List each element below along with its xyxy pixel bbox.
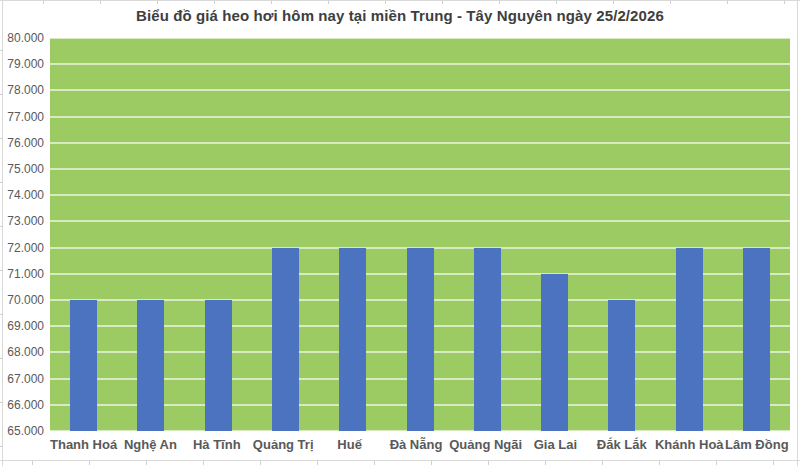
sheet-cell-tick: [271, 1, 272, 4]
sheet-gridline: [0, 460, 800, 461]
sheet-cell-tick: [545, 461, 546, 465]
sheet-cell-tick: [659, 461, 660, 465]
bar-5: [407, 248, 434, 431]
sheet-cell-tick: [374, 461, 375, 465]
bar-10: [743, 248, 770, 431]
y-tick-label: 74.000: [7, 188, 44, 202]
gridline: [50, 142, 790, 144]
plot-area: [50, 38, 790, 431]
sheet-cell-tick: [499, 1, 500, 4]
chart-title: Biểu đồ giá heo hơi hôm nay tại miền Tru…: [0, 7, 800, 24]
bar-9: [676, 248, 703, 431]
x-category-label: Đắk Lắk: [589, 437, 655, 452]
y-tick-label: 72.000: [7, 241, 44, 255]
sheet-cell-tick: [203, 461, 204, 465]
sheet-cell-tick: [0, 138, 3, 139]
sheet-cell-tick: [0, 182, 3, 183]
gridline: [50, 116, 790, 118]
bar-7: [541, 274, 568, 431]
y-tick-label: 73.000: [7, 214, 44, 228]
bar-6: [474, 248, 501, 431]
x-category-label: Huế: [316, 437, 382, 452]
x-category-label: Nghệ An: [117, 437, 183, 452]
sheet-cell-tick: [773, 461, 774, 465]
bar-1: [137, 300, 164, 431]
sheet-cell-tick: [0, 358, 3, 359]
sheet-cell-tick: [100, 1, 101, 4]
gridline: [50, 63, 790, 65]
gridline: [50, 194, 790, 196]
sheet-cell-tick: [670, 1, 671, 4]
sheet-cell-tick: [556, 1, 557, 4]
bar-0: [70, 300, 97, 431]
y-tick-label: 69.000: [7, 319, 44, 333]
spreadsheet-background: Biểu đồ giá heo hơi hôm nay tại miền Tru…: [0, 0, 800, 466]
y-tick-label: 67.000: [7, 372, 44, 386]
sheet-cell-tick: [0, 446, 3, 447]
sheet-cell-tick: [431, 461, 432, 465]
y-tick-label: 79.000: [7, 57, 44, 71]
sheet-cell-tick: [442, 1, 443, 4]
sheet-gridline: [0, 0, 800, 1]
sheet-cell-tick: [43, 1, 44, 4]
sheet-cell-tick: [488, 461, 489, 465]
sheet-cell-tick: [157, 1, 158, 4]
sheet-gridline: [2, 0, 3, 466]
gridline: [50, 89, 790, 91]
x-category-label: Quảng Ngãi: [449, 437, 522, 452]
sheet-cell-tick: [0, 94, 3, 95]
bar-3: [272, 248, 299, 431]
x-category-label: Quảng Trị: [250, 437, 316, 452]
sheet-cell-tick: [602, 461, 603, 465]
y-tick-label: 71.000: [7, 267, 44, 281]
sheet-gridline: [797, 0, 798, 466]
sheet-cell-tick: [146, 461, 147, 465]
x-category-label: Lâm Đồng: [724, 437, 790, 452]
x-category-label: Gia Lai: [522, 437, 588, 452]
sheet-cell-tick: [727, 1, 728, 4]
sheet-cell-tick: [0, 226, 3, 227]
gridline: [50, 220, 790, 222]
sheet-cell-tick: [32, 461, 33, 465]
sheet-cell-tick: [260, 461, 261, 465]
sheet-cell-tick: [0, 50, 3, 51]
y-tick-label: 65.000: [7, 424, 44, 438]
sheet-cell-tick: [214, 1, 215, 4]
sheet-cell-tick: [784, 1, 785, 4]
sheet-cell-tick: [89, 461, 90, 465]
x-category-label: Hà Tĩnh: [184, 437, 250, 452]
bar-4: [339, 248, 366, 431]
y-tick-label: 68.000: [7, 345, 44, 359]
sheet-cell-tick: [385, 1, 386, 4]
y-tick-label: 80.000: [7, 31, 44, 45]
y-tick-label: 78.000: [7, 83, 44, 97]
sheet-cell-tick: [328, 1, 329, 4]
sheet-cell-tick: [716, 461, 717, 465]
sheet-cell-tick: [317, 461, 318, 465]
bar-8: [608, 300, 635, 431]
y-tick-label: 77.000: [7, 110, 44, 124]
y-tick-label: 66.000: [7, 398, 44, 412]
x-category-label: Khánh Hoà: [655, 437, 724, 452]
gridline: [50, 38, 790, 39]
bar-2: [205, 300, 232, 431]
sheet-cell-tick: [0, 314, 3, 315]
y-axis-labels: 65.00066.00067.00068.00069.00070.00071.0…: [0, 38, 44, 431]
sheet-cell-tick: [0, 402, 3, 403]
x-category-label: Thanh Hoá: [50, 437, 117, 452]
sheet-cell-tick: [613, 1, 614, 4]
x-category-label: Đà Nẵng: [383, 437, 449, 452]
sheet-cell-tick: [0, 270, 3, 271]
y-tick-label: 75.000: [7, 162, 44, 176]
x-axis-labels: Thanh HoáNghệ AnHà TĩnhQuảng TrịHuếĐà Nẵ…: [50, 437, 790, 452]
y-tick-label: 76.000: [7, 136, 44, 150]
gridline: [50, 168, 790, 170]
y-tick-label: 70.000: [7, 293, 44, 307]
